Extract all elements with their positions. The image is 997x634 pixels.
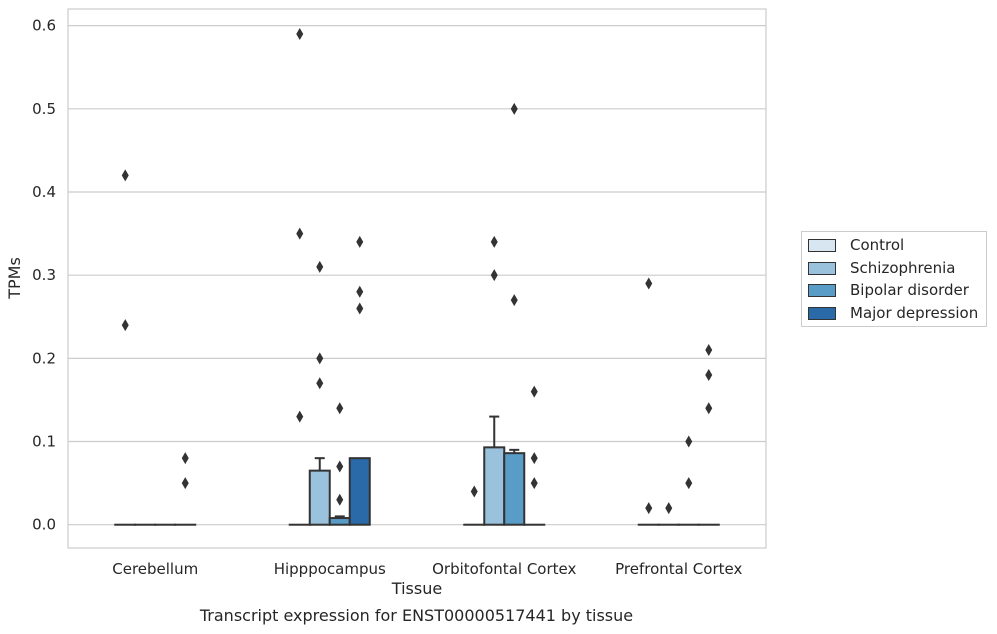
outlier-point-hipppocampus-schizophrenia [316, 377, 324, 390]
outlier-point-cerebellum-control [121, 319, 129, 332]
outlier-point-hipppocampus-schizophrenia [316, 352, 324, 365]
y-tick-label: 0.3 [32, 266, 56, 284]
y-tick-labels: 0.0 0.1 0.2 0.3 0.4 0.5 0.6 [32, 17, 56, 534]
outlier-point-hipppocampus-major-depression [356, 285, 364, 298]
outlier-point-prefrontal-cortex-bipolar-disorder [685, 477, 693, 490]
outlier-point-hipppocampus-control [296, 227, 304, 240]
legend-swatch-control [808, 238, 836, 252]
y-tick-label: 0.2 [32, 349, 56, 367]
bar-hipppocampus-bipolar-disorder [328, 517, 351, 526]
outlier-point-hipppocampus-bipolar-disorder [336, 460, 344, 473]
legend-item-schizophrenia: Schizophrenia [808, 258, 955, 278]
outlier-point-prefrontal-cortex-major-depression [705, 344, 713, 357]
legend-swatch-bipolar-disorder [808, 283, 836, 297]
gridlines [68, 25, 766, 526]
outlier-point-prefrontal-cortex-bipolar-disorder [685, 435, 693, 448]
outlier-point-prefrontal-cortex-major-depression [705, 402, 713, 415]
legend-label-control: Control [850, 236, 905, 254]
bar-hipppocampus-schizophrenia [308, 469, 331, 526]
chart-caption: Transcript expression for ENST0000051744… [199, 606, 634, 625]
outlier-point-orbitofontal-cortex-major-depression [530, 452, 538, 465]
x-tick-label-orbitofontal-cortex: Orbitofontal Cortex [432, 560, 576, 578]
outlier-point-orbitofontal-cortex-schizophrenia [490, 235, 498, 248]
legend-item-control: Control [808, 235, 904, 255]
outlier-point-orbitofontal-cortex-bipolar-disorder [510, 102, 518, 115]
outlier-point-prefrontal-cortex-schizophrenia [665, 502, 673, 515]
legend-label-schizophrenia: Schizophrenia [850, 259, 956, 277]
outlier-point-orbitofontal-cortex-bipolar-disorder [510, 294, 518, 307]
outliers [121, 27, 713, 515]
legend-swatch-schizophrenia [808, 261, 836, 275]
outlier-point-hipppocampus-bipolar-disorder [336, 402, 344, 415]
outlier-point-hipppocampus-schizophrenia [316, 260, 324, 273]
outlier-point-orbitofontal-cortex-major-depression [530, 477, 538, 490]
outlier-point-orbitofontal-cortex-schizophrenia [490, 269, 498, 282]
bar-orbitofontal-cortex-schizophrenia [483, 446, 506, 526]
error-bars [314, 415, 520, 519]
legend-label-bipolar-disorder: Bipolar disorder [850, 281, 969, 299]
y-tick-label: 0.1 [32, 433, 56, 451]
outlier-point-hipppocampus-control [296, 27, 304, 40]
y-tick-label: 0.6 [32, 17, 56, 35]
legend-item-major-depression: Major depression [808, 303, 978, 323]
outlier-point-hipppocampus-major-depression [356, 235, 364, 248]
legend-swatch-major-depression [808, 306, 836, 320]
bar-hipppocampus-major-depression [348, 457, 371, 526]
outlier-point-prefrontal-cortex-major-depression [705, 368, 713, 381]
y-tick-label: 0.0 [32, 516, 56, 534]
x-tick-labels: Cerebellum Hipppocampus Orbitofontal Corte… [112, 560, 742, 578]
outlier-point-cerebellum-control [121, 169, 129, 182]
legend-item-bipolar-disorder: Bipolar disorder [808, 280, 969, 300]
y-tick-label: 0.5 [32, 100, 56, 118]
y-tick-label: 0.4 [32, 183, 56, 201]
outlier-point-hipppocampus-major-depression [356, 302, 364, 315]
x-axis-label: Tissue [391, 579, 442, 598]
y-axis-label: TPMs [5, 257, 24, 300]
bars [114, 446, 720, 526]
x-tick-label-cerebellum: Cerebellum [112, 560, 198, 578]
outlier-point-hipppocampus-bipolar-disorder [336, 493, 344, 506]
outlier-point-cerebellum-major-depression [181, 477, 189, 490]
outlier-point-prefrontal-cortex-control [645, 277, 653, 290]
outlier-point-orbitofontal-cortex-control [470, 485, 478, 498]
legend: Control Schizophrenia Bipolar disorder M… [801, 231, 987, 327]
x-tick-label-prefrontal-cortex: Prefrontal Cortex [615, 560, 742, 578]
outlier-point-cerebellum-major-depression [181, 452, 189, 465]
x-tick-label-hipppocampus: Hipppocampus [274, 560, 386, 578]
outlier-point-orbitofontal-cortex-major-depression [530, 385, 538, 398]
plot-area-frame [67, 8, 767, 549]
outlier-point-prefrontal-cortex-control [645, 502, 653, 515]
bar-orbitofontal-cortex-bipolar-disorder [503, 452, 526, 526]
outlier-point-hipppocampus-control [296, 410, 304, 423]
legend-label-major-depression: Major depression [850, 304, 979, 322]
